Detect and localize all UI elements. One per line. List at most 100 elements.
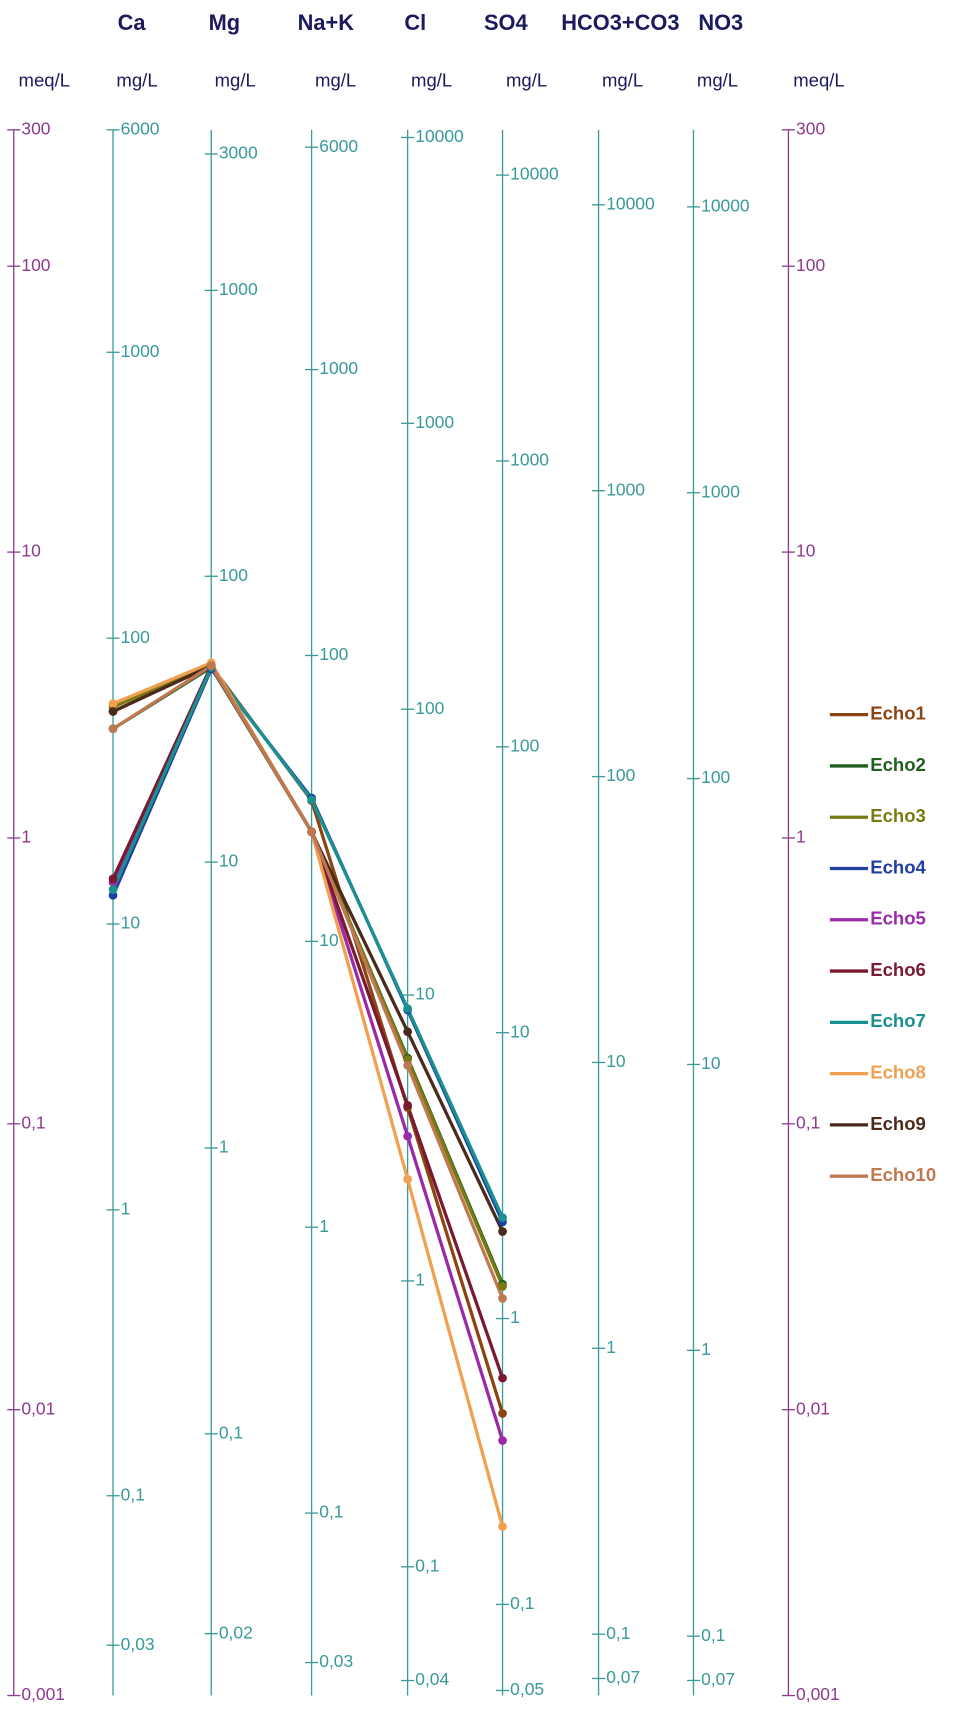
tick-label: 1 bbox=[701, 1339, 711, 1359]
unit-label: mg/L bbox=[215, 70, 256, 91]
legend-label: Echo4 bbox=[870, 856, 926, 877]
tick-label: 0,01 bbox=[21, 1398, 55, 1418]
tick-label: 1000 bbox=[121, 341, 160, 361]
tick-label: 10 bbox=[219, 851, 239, 871]
tick-label: 1000 bbox=[606, 479, 645, 499]
data-point bbox=[498, 1409, 507, 1418]
tick-label: 3000 bbox=[219, 143, 258, 163]
legend-label: Echo6 bbox=[870, 959, 926, 980]
unit-label: mg/L bbox=[506, 70, 547, 91]
tick-label: 1000 bbox=[319, 358, 358, 378]
legend-label: Echo9 bbox=[870, 1113, 926, 1134]
tick-label: 1 bbox=[219, 1137, 229, 1157]
tick-label: 6000 bbox=[319, 136, 358, 156]
series-line bbox=[111, 664, 505, 1379]
data-point bbox=[307, 795, 316, 805]
tick-label: 0,03 bbox=[121, 1634, 155, 1654]
data-point bbox=[108, 885, 118, 894]
legend-label: Echo1 bbox=[870, 703, 926, 724]
column-header: HCO3+CO3 bbox=[561, 10, 679, 35]
tick-label: 1 bbox=[121, 1198, 131, 1218]
tick-label: 100 bbox=[319, 644, 348, 664]
unit-label: meq/L bbox=[793, 70, 845, 91]
data-point bbox=[498, 1522, 507, 1531]
data-point bbox=[403, 1004, 412, 1013]
tick-label: 300 bbox=[796, 118, 825, 138]
tick-label: 1 bbox=[796, 827, 806, 847]
tick-label: 10 bbox=[701, 1053, 721, 1073]
tick-label: 10 bbox=[319, 930, 339, 950]
tick-label: 0,05 bbox=[510, 1679, 544, 1699]
tick-label: 100 bbox=[219, 565, 248, 585]
tick-label: 0,07 bbox=[701, 1669, 735, 1689]
data-point bbox=[108, 699, 118, 709]
column-header: Ca bbox=[118, 10, 147, 35]
data-point bbox=[498, 1294, 507, 1303]
tick-label: 6000 bbox=[121, 118, 160, 138]
column-header: SO4 bbox=[484, 10, 529, 35]
series-line bbox=[111, 664, 505, 1442]
data-point bbox=[403, 1174, 412, 1184]
tick-label: 0,1 bbox=[510, 1593, 534, 1613]
tick-label: 100 bbox=[121, 627, 150, 647]
tick-label: 0,04 bbox=[415, 1669, 449, 1689]
data-point bbox=[403, 1055, 412, 1064]
tick-label: 10000 bbox=[701, 195, 750, 215]
unit-label: mg/L bbox=[602, 70, 643, 91]
tick-label: 10000 bbox=[606, 193, 655, 213]
tick-label: 10000 bbox=[510, 164, 559, 184]
legend-label: Echo3 bbox=[870, 805, 926, 826]
tick-label: 10 bbox=[510, 1021, 530, 1041]
data-point bbox=[498, 1373, 507, 1383]
tick-label: 1000 bbox=[219, 279, 258, 299]
tick-label: 10 bbox=[21, 541, 41, 561]
column-header: Na+K bbox=[298, 10, 355, 35]
tick-label: 100 bbox=[415, 698, 444, 718]
tick-label: 10 bbox=[796, 541, 816, 561]
unit-label: mg/L bbox=[411, 70, 452, 91]
tick-label: 0,01 bbox=[796, 1398, 830, 1418]
unit-label: mg/L bbox=[697, 70, 738, 91]
tick-label: 0,1 bbox=[796, 1112, 820, 1132]
data-point bbox=[108, 707, 118, 716]
data-point bbox=[403, 1131, 412, 1141]
tick-label: 0,1 bbox=[319, 1502, 343, 1522]
column-header: Cl bbox=[404, 10, 426, 35]
tick-label: 10 bbox=[121, 913, 141, 933]
column-header: NO3 bbox=[698, 10, 743, 35]
tick-label: 100 bbox=[606, 765, 635, 785]
tick-label: 1000 bbox=[510, 450, 549, 470]
tick-label: 1 bbox=[319, 1216, 329, 1236]
tick-label: 0,1 bbox=[606, 1623, 630, 1643]
data-point bbox=[403, 1027, 412, 1037]
tick-label: 0,02 bbox=[219, 1622, 253, 1642]
legend-label: Echo2 bbox=[870, 754, 926, 775]
tick-label: 1 bbox=[415, 1270, 425, 1290]
tick-label: 0,001 bbox=[21, 1684, 65, 1704]
tick-label: 1 bbox=[606, 1337, 616, 1357]
tick-label: 1000 bbox=[701, 481, 740, 501]
data-point bbox=[307, 827, 316, 837]
tick-label: 0,1 bbox=[415, 1555, 439, 1575]
data-point bbox=[403, 1061, 412, 1070]
data-point bbox=[498, 1213, 507, 1222]
tick-label: 100 bbox=[21, 255, 50, 275]
tick-label: 0,001 bbox=[796, 1684, 840, 1704]
tick-label: 0,1 bbox=[219, 1422, 243, 1442]
column-header: Mg bbox=[209, 10, 241, 35]
tick-label: 300 bbox=[21, 118, 50, 138]
data-point bbox=[108, 874, 118, 884]
tick-label: 1 bbox=[510, 1307, 520, 1327]
data-point bbox=[498, 1282, 507, 1291]
data-point bbox=[108, 724, 118, 734]
data-point bbox=[498, 1227, 507, 1236]
series-line bbox=[112, 664, 505, 1414]
legend-label: Echo7 bbox=[870, 1010, 926, 1031]
tick-label: 0,1 bbox=[21, 1112, 45, 1132]
data-point bbox=[498, 1436, 507, 1445]
tick-label: 10000 bbox=[415, 126, 464, 146]
data-point bbox=[403, 1101, 412, 1110]
tick-label: 10 bbox=[415, 984, 435, 1004]
